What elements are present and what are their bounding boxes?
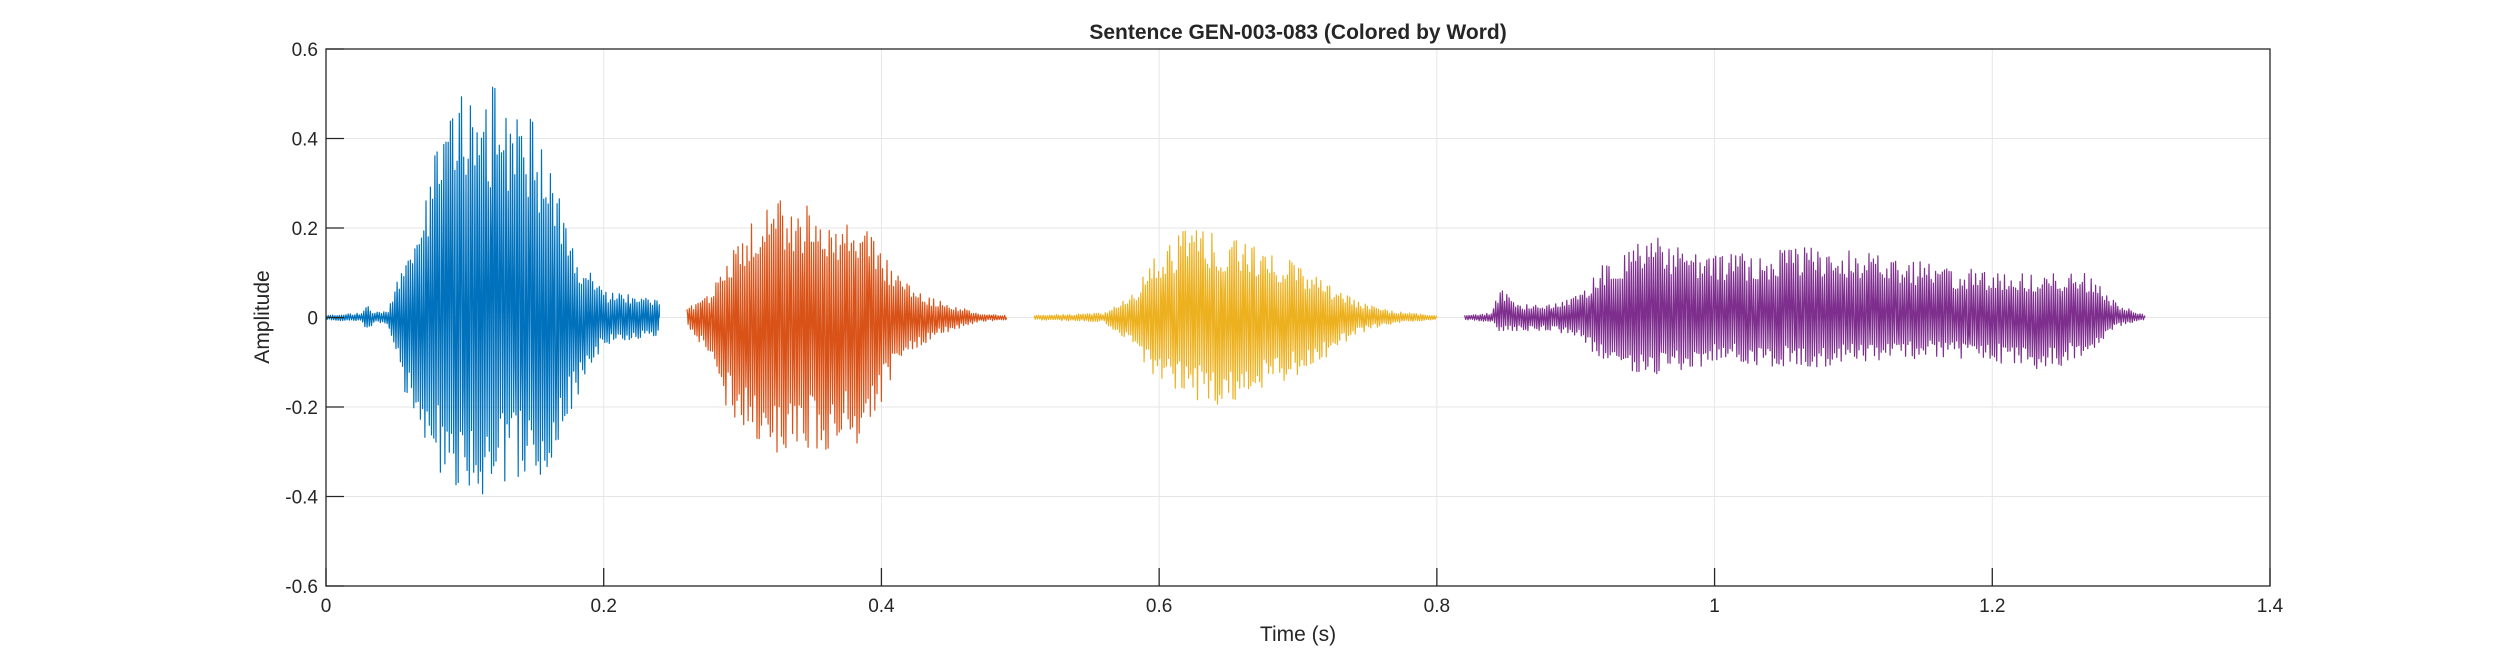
x-tick-label: 0.8 (1424, 596, 1450, 617)
x-tick-label: 1 (1709, 596, 1720, 617)
ticks: 0 0.2 0.4 0.6 0.8 1 1.2 1.4 -0.6 -0.4 -0.2 0 0.2 0.4 0… (285, 40, 2283, 617)
x-tick-label: 1.4 (2257, 596, 2284, 617)
y-tick-label: -0.4 (285, 488, 318, 509)
x-tick-label: 1.2 (1979, 596, 2005, 617)
y-tick-label: 0.2 (292, 219, 318, 240)
y-tick-label: -0.6 (285, 577, 318, 598)
x-tick-label: 0.4 (868, 596, 895, 617)
y-tick-label: 0.6 (292, 40, 318, 61)
x-tick-label: 0.2 (591, 596, 617, 617)
series-line-3 (1033, 230, 1438, 405)
x-tick-label: 0.6 (1146, 596, 1172, 617)
plot-lines (325, 86, 2146, 495)
series-line-4 (1464, 237, 2146, 375)
y-tick-label: 0.4 (292, 130, 319, 151)
x-axis-label: Time (s) (1260, 623, 1336, 646)
y-axis-label: Amplitude (251, 270, 274, 363)
y-tick-label: 0 (307, 309, 318, 330)
chart-title: Sentence GEN-003-083 (Colored by Word) (1089, 21, 1506, 44)
x-tick-label: 0 (321, 596, 332, 617)
y-tick-label: -0.2 (285, 398, 318, 419)
series-line-2 (686, 200, 1008, 453)
series-line-1 (325, 86, 660, 495)
